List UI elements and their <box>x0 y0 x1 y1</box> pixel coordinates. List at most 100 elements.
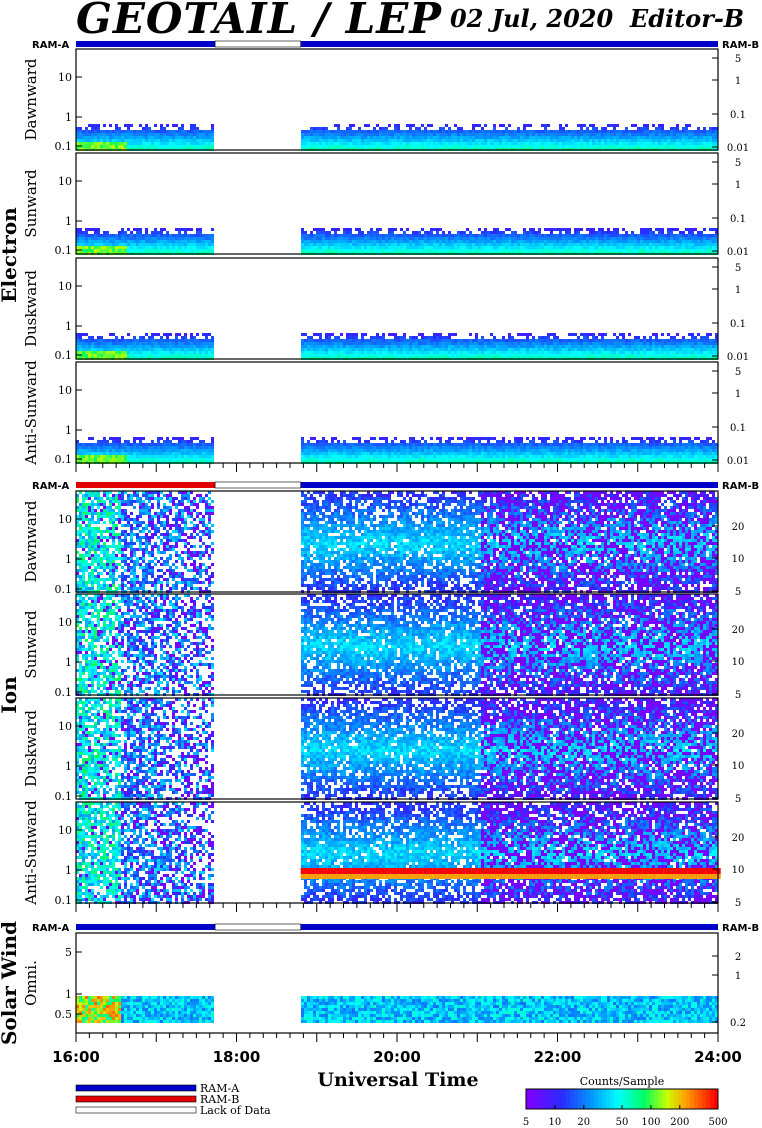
heatmap-cell <box>124 124 127 127</box>
heatmap-cell <box>478 348 481 351</box>
heatmap-cell <box>205 339 208 342</box>
heatmap-cell <box>190 240 193 243</box>
heatmap-cell <box>658 124 661 127</box>
heatmap-cell <box>304 139 307 142</box>
heatmap-cell <box>682 249 685 252</box>
heatmap-cell <box>673 246 676 249</box>
heatmap-cell <box>133 446 136 449</box>
heatmap-cell <box>595 139 598 142</box>
heatmap-cell <box>148 145 151 148</box>
heatmap-cell <box>535 142 538 145</box>
heatmap-cell <box>334 243 337 246</box>
heatmap-cell <box>583 136 586 139</box>
heatmap-cell <box>676 354 679 357</box>
heatmap-cell <box>133 234 136 237</box>
heatmap-cell <box>478 133 481 136</box>
heatmap-cell <box>706 142 709 145</box>
heatmap-cell <box>319 139 322 142</box>
heatmap-cell <box>490 354 493 357</box>
heatmap-cell <box>685 351 688 354</box>
heatmap-cell <box>439 336 442 339</box>
heatmap-cell <box>127 455 130 458</box>
heatmap-cell <box>691 142 694 145</box>
heatmap-cell <box>457 351 460 354</box>
tick-label: 0.1 <box>55 244 73 257</box>
heatmap-cell <box>361 133 364 136</box>
heatmap-cell <box>679 351 682 354</box>
heatmap-cell <box>589 342 592 345</box>
heatmap-cell <box>562 348 565 351</box>
heatmap-cell <box>601 336 604 339</box>
heatmap-cell <box>547 354 550 357</box>
heatmap-cell <box>349 136 352 139</box>
heatmap-cell <box>142 336 145 339</box>
heatmap-cell <box>631 231 634 234</box>
heatmap-cell <box>625 339 628 342</box>
heatmap-cell <box>637 145 640 148</box>
heatmap-cell <box>202 345 205 348</box>
heatmap-cell <box>325 458 328 461</box>
heatmap-cell <box>370 133 373 136</box>
heatmap-cell <box>616 339 619 342</box>
heatmap-cell <box>526 136 529 139</box>
heatmap-cell <box>82 449 85 452</box>
heatmap-cell <box>517 133 520 136</box>
heatmap-cell <box>562 139 565 142</box>
heatmap-cell <box>676 351 679 354</box>
heatmap-cell <box>145 354 148 357</box>
heatmap-cell <box>157 243 160 246</box>
heatmap-cell <box>565 249 568 252</box>
heatmap-cell <box>445 124 448 127</box>
heatmap-cell <box>346 228 349 231</box>
heatmap-cell <box>706 145 709 148</box>
heatmap-cell <box>175 455 178 458</box>
heatmap-cell <box>211 455 214 458</box>
heatmap-cell <box>625 348 628 351</box>
heatmap-cell <box>580 240 583 243</box>
heatmap-cell <box>550 345 553 348</box>
heatmap-cell <box>85 455 88 458</box>
heatmap-cell <box>121 455 124 458</box>
heatmap-cell <box>547 351 550 354</box>
heatmap-cell <box>577 336 580 339</box>
heatmap-cell <box>157 351 160 354</box>
heatmap-cell <box>553 354 556 357</box>
heatmap-cell <box>610 351 613 354</box>
heatmap-cell <box>100 440 103 443</box>
heatmap-cell <box>589 243 592 246</box>
heatmap-cell <box>616 336 619 339</box>
heatmap-cell <box>706 345 709 348</box>
heatmap-cell <box>562 243 565 246</box>
heatmap-cell <box>421 234 424 237</box>
heatmap-cell <box>481 127 484 130</box>
heatmap-cell <box>190 452 193 455</box>
heatmap-cell <box>97 124 100 127</box>
heatmap-cell <box>331 249 334 252</box>
heatmap-cell <box>412 133 415 136</box>
heatmap-cell <box>187 348 190 351</box>
heatmap-cell <box>451 234 454 237</box>
heatmap-cell <box>169 345 172 348</box>
heatmap-cell <box>421 130 424 133</box>
heatmap-cell <box>463 348 466 351</box>
heatmap-cell <box>322 136 325 139</box>
heatmap-cell <box>382 240 385 243</box>
heatmap-cell <box>652 234 655 237</box>
heatmap-cell <box>622 145 625 148</box>
heatmap-cell <box>190 446 193 449</box>
heatmap-cell <box>577 139 580 142</box>
heatmap-cell <box>646 142 649 145</box>
heatmap-cell <box>697 354 700 357</box>
heatmap-cell <box>628 354 631 357</box>
heatmap-cell <box>589 237 592 240</box>
heatmap-cell <box>340 458 343 461</box>
heatmap-cell <box>181 246 184 249</box>
heatmap-cell <box>562 342 565 345</box>
heatmap-cell <box>427 234 430 237</box>
heatmap-cell <box>304 443 307 446</box>
heatmap-cell <box>322 127 325 130</box>
heatmap-cell <box>709 130 712 133</box>
heatmap-cell <box>712 243 715 246</box>
heatmap-cell <box>196 130 199 133</box>
heatmap-cell <box>202 130 205 133</box>
